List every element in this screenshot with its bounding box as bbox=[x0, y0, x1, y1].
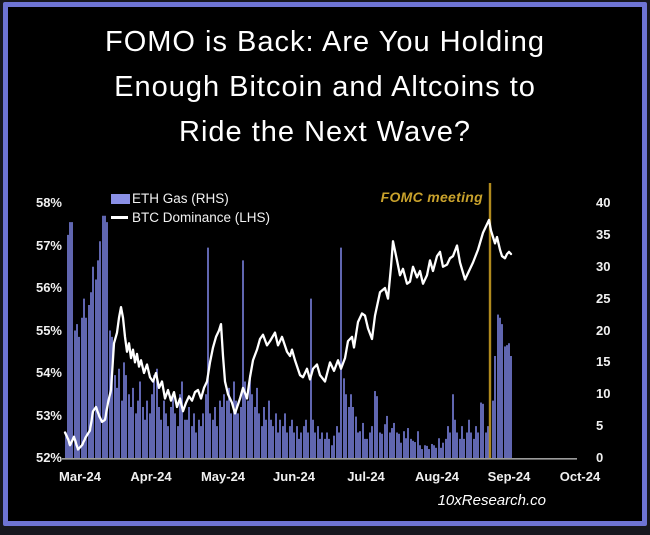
eth-gas-swatch-icon bbox=[111, 193, 130, 204]
x-axis-tick: Mar-24 bbox=[59, 469, 101, 484]
x-axis-tick: Apr-24 bbox=[130, 469, 172, 484]
x-axis-tick: Jul-24 bbox=[347, 469, 385, 484]
legend-item-eth-gas: ETH Gas (RHS) bbox=[111, 189, 270, 208]
y-axis-right-tick: 5 bbox=[596, 418, 604, 434]
y-axis-right-tick: 15 bbox=[596, 354, 611, 370]
y-axis-right-tick: 10 bbox=[596, 386, 611, 402]
y-axis-left-tick: 57% bbox=[35, 237, 62, 253]
y-axis-right-tick: 0 bbox=[596, 450, 604, 465]
title-line-1: FOMO is Back: Are You Holding bbox=[104, 26, 546, 58]
legend: ETH Gas (RHS) BTC Dominance (LHS) bbox=[111, 189, 270, 227]
eth-gas-bars bbox=[65, 215, 512, 458]
y-axis-left-tick: 56% bbox=[35, 280, 62, 295]
x-axis-tick: Aug-24 bbox=[414, 469, 460, 484]
x-axis-tick: Sep-24 bbox=[487, 469, 531, 484]
btc-dominance-swatch-icon bbox=[111, 216, 128, 219]
btc-dominance-line bbox=[63, 218, 513, 451]
legend-item-btc-dominance: BTC Dominance (LHS) bbox=[111, 208, 270, 227]
x-axis-tick: Oct-24 bbox=[559, 469, 601, 484]
y-axis-right-tick: 20 bbox=[596, 322, 611, 338]
y-axis-right-tick: 25 bbox=[596, 290, 611, 306]
y-axis-left-tick: 53% bbox=[35, 407, 62, 423]
title-line-2: Enough Bitcoin and Altcoins to bbox=[114, 71, 536, 103]
fomc-annotation: FOMC meeting bbox=[380, 189, 483, 205]
y-axis-left-tick: 52% bbox=[35, 450, 62, 465]
legend-label-btc-dominance: BTC Dominance (LHS) bbox=[132, 210, 271, 225]
title-line-3: Ride the Next Wave? bbox=[179, 116, 471, 148]
x-axis-tick: Jun-24 bbox=[273, 469, 315, 484]
y-axis-right-tick: 40 bbox=[596, 195, 611, 210]
y-axis-left-tick: 55% bbox=[35, 322, 62, 338]
chart-title: FOMO is Back: Are You Holding Enough Bit… bbox=[10, 20, 640, 155]
y-axis-right-tick: 30 bbox=[596, 258, 611, 274]
y-axis-left-tick: 58% bbox=[35, 195, 62, 210]
x-axis-tick: May-24 bbox=[200, 469, 246, 484]
y-axis-right-tick: 35 bbox=[596, 226, 611, 242]
watermark: 10xResearch.co bbox=[437, 492, 546, 509]
y-axis-left-tick: 54% bbox=[35, 365, 62, 380]
legend-label-eth-gas: ETH Gas (RHS) bbox=[132, 191, 229, 206]
